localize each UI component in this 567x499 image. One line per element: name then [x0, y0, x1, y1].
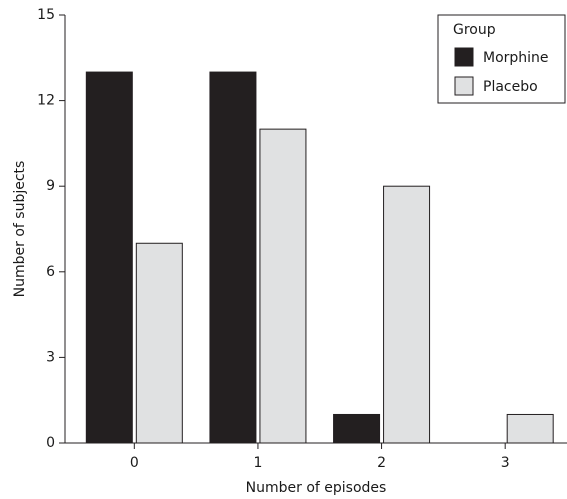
- x-tick-label: 0: [130, 455, 139, 471]
- y-tick-label: 9: [46, 178, 55, 194]
- y-tick-label: 6: [46, 264, 55, 280]
- x-axis-label: Number of episodes: [246, 480, 387, 496]
- legend-swatch: [454, 47, 474, 67]
- bar: [259, 128, 307, 444]
- bar: [85, 71, 133, 444]
- legend-title: Group: [453, 22, 496, 38]
- y-axis-label: Number of subjects: [12, 161, 28, 298]
- bar: [209, 71, 257, 444]
- bar: [333, 413, 381, 444]
- bar: [383, 185, 431, 444]
- y-tick-label: 3: [46, 349, 55, 365]
- x-tick-label: 3: [501, 455, 510, 471]
- x-tick-label: 1: [253, 455, 262, 471]
- x-tick-label: 2: [377, 455, 386, 471]
- y-tick-label: 15: [37, 7, 55, 23]
- legend-label: Placebo: [483, 79, 538, 95]
- legend-swatch: [454, 76, 474, 96]
- bar: [506, 413, 554, 444]
- y-tick-label: 0: [46, 435, 55, 451]
- y-tick-label: 12: [37, 93, 55, 109]
- bar: [135, 242, 183, 444]
- legend-label: Morphine: [483, 50, 549, 66]
